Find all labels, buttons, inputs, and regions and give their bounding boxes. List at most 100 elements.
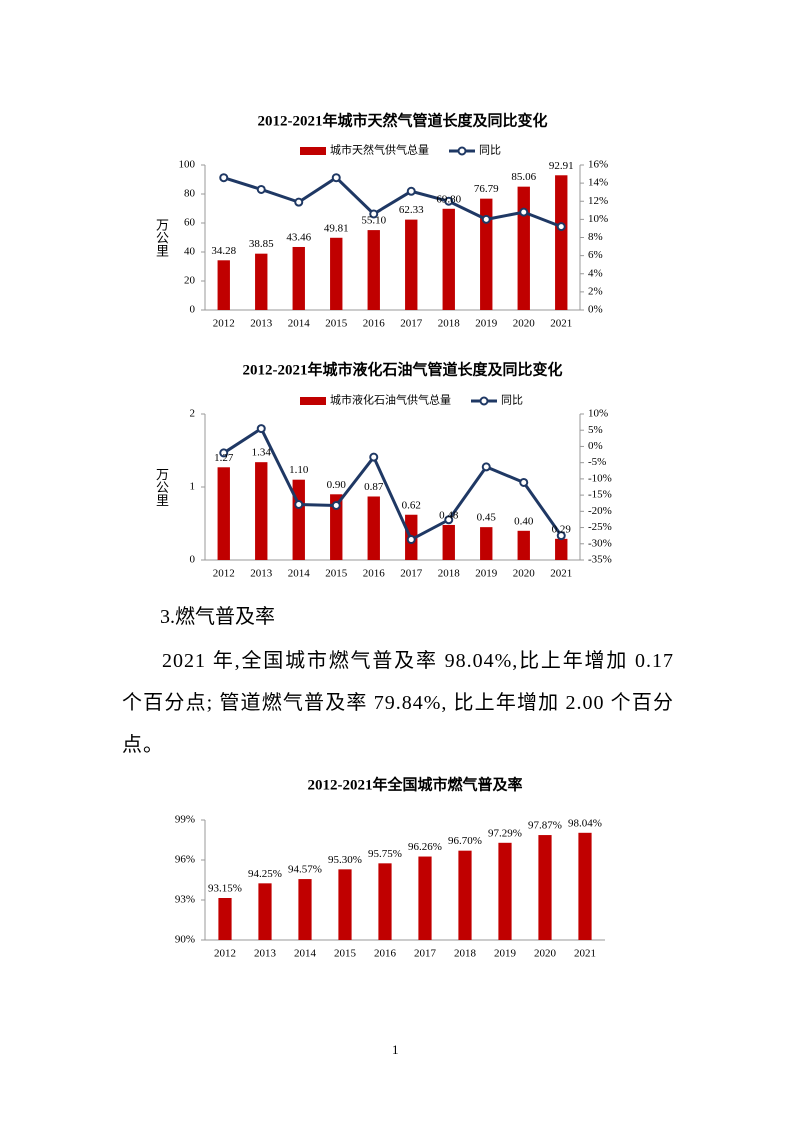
y2-tick-label: 5% — [588, 424, 603, 436]
y-tick-label: 0 — [190, 304, 196, 316]
y2-tick-label: 8% — [588, 231, 603, 243]
legend-label: 同比 — [501, 394, 523, 407]
bar — [255, 462, 268, 560]
y-tick-label: 40 — [184, 246, 196, 258]
x-tick-label: 2021 — [550, 568, 572, 580]
bar — [578, 832, 592, 940]
data-label: 55.10 — [361, 215, 386, 227]
data-label: 96.70% — [448, 835, 482, 847]
data-label: 94.25% — [248, 868, 282, 880]
x-tick-label: 2019 — [475, 318, 498, 330]
y2-tick-label: -15% — [588, 489, 612, 501]
line-marker — [444, 515, 454, 525]
x-tick-label: 2013 — [250, 568, 273, 580]
line-marker — [406, 186, 416, 196]
y2-tick-label: 10% — [588, 408, 608, 420]
data-label: 49.81 — [324, 222, 349, 234]
bar — [217, 467, 230, 560]
y-tick-label: 96% — [175, 854, 195, 866]
x-tick-label: 2016 — [363, 318, 386, 330]
y2-tick-label: -10% — [588, 472, 612, 484]
data-label: 1.27 — [214, 452, 234, 464]
data-label: 97.87% — [528, 820, 562, 832]
y2-tick-label: 14% — [588, 177, 608, 189]
x-tick-label: 2021 — [574, 948, 596, 960]
data-label: 85.06 — [511, 171, 536, 183]
x-tick-label: 2017 — [400, 568, 423, 580]
line-marker — [406, 535, 416, 545]
x-tick-label: 2015 — [325, 318, 348, 330]
line-marker — [444, 196, 454, 206]
bar — [538, 835, 552, 940]
x-tick-label: 2017 — [400, 318, 423, 330]
x-tick-label: 2021 — [550, 318, 572, 330]
y2-tick-label: -30% — [588, 537, 612, 549]
bar — [480, 198, 493, 310]
data-label: 98.04% — [568, 817, 602, 829]
y-tick-label: 80 — [184, 188, 196, 200]
line-marker — [219, 173, 229, 183]
y2-tick-label: 0% — [588, 304, 603, 316]
line-marker — [219, 448, 229, 458]
data-label: 96.26% — [408, 841, 442, 853]
chart-title: 2012-2021年城市天然气管道长度及同比变化 — [258, 111, 548, 129]
bar — [298, 879, 312, 940]
legend-swatch — [300, 397, 326, 405]
bar — [378, 863, 392, 940]
y-tick-label: 99% — [175, 814, 195, 826]
data-label: 93.15% — [208, 883, 242, 895]
bar — [418, 856, 432, 940]
y2-tick-label: 2% — [588, 285, 603, 297]
bar — [367, 230, 380, 310]
data-label: 1.34 — [252, 447, 272, 459]
chart-title: 2012-2021年全国城市燃气普及率 — [308, 775, 523, 793]
paragraph: 2021 年,全国城市燃气普及率 98.04%,比上年增加 0.17 个百分点;… — [122, 650, 674, 756]
data-label: 34.28 — [211, 245, 236, 257]
x-tick-label: 2020 — [513, 318, 536, 330]
line-marker — [556, 222, 566, 232]
line-marker — [519, 207, 529, 217]
x-tick-label: 2016 — [363, 568, 386, 580]
x-tick-label: 2013 — [250, 318, 273, 330]
bar — [367, 496, 380, 560]
bar — [338, 869, 352, 940]
legend-label: 城市天然气供气总量 — [330, 143, 429, 157]
line-marker — [294, 500, 304, 510]
y2-tick-label: -35% — [588, 554, 612, 566]
bar — [292, 479, 305, 560]
section-heading: 3.燃气普及率 — [160, 606, 275, 628]
line-marker — [481, 462, 491, 472]
bar — [255, 253, 268, 310]
data-label: 92.91 — [549, 160, 574, 172]
line — [222, 426, 563, 542]
x-tick-label: 2018 — [438, 318, 461, 330]
line-marker — [481, 214, 491, 224]
line-marker — [256, 424, 266, 434]
y2-tick-label: 6% — [588, 249, 603, 261]
x-tick-label: 2015 — [325, 568, 348, 580]
data-label: 0.48 — [439, 509, 459, 521]
bar — [555, 538, 568, 560]
bar — [442, 524, 455, 560]
bar — [330, 494, 343, 560]
x-tick-label: 2014 — [288, 318, 311, 330]
y2-tick-label: -5% — [588, 456, 606, 468]
legend-swatch — [300, 147, 326, 155]
line-marker — [556, 531, 566, 541]
bar — [258, 883, 272, 940]
data-label: 97.29% — [488, 827, 522, 839]
legend-swatch — [457, 146, 467, 156]
legend-label: 同比 — [479, 144, 501, 157]
y-tick-label: 0 — [190, 554, 196, 566]
y2-tick-label: 0% — [588, 440, 603, 452]
data-label: 95.30% — [328, 854, 362, 866]
data-label: 38.85 — [249, 238, 274, 250]
x-tick-label: 2016 — [374, 948, 397, 960]
line — [223, 175, 562, 229]
y-axis-label: 万公里 — [154, 468, 169, 507]
y2-tick-label: 16% — [588, 159, 608, 171]
bar — [442, 208, 455, 310]
x-tick-label: 2012 — [214, 948, 236, 960]
y-axis-label: 万公里 — [154, 218, 169, 257]
